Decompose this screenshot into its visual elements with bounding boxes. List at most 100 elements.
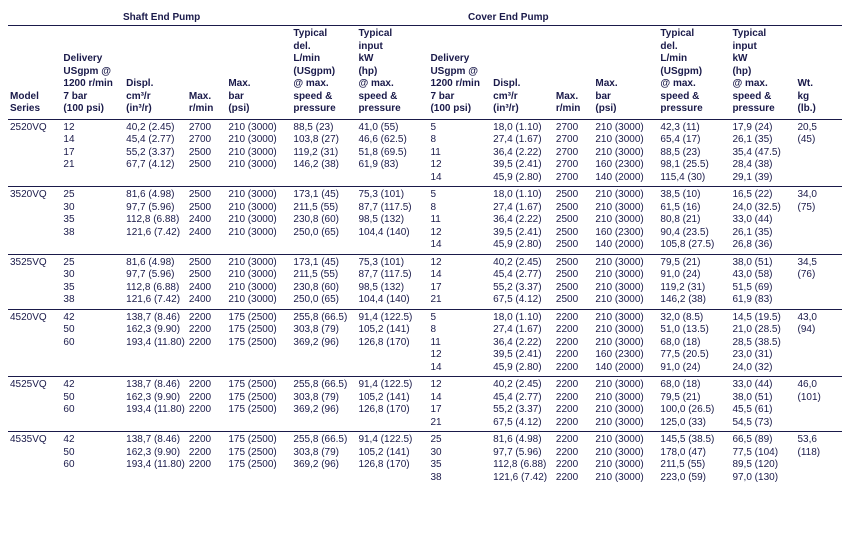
cell-shaft-1: 121,6 (7.42): [124, 294, 187, 309]
cell-shaft-3: 175 (2500): [226, 392, 291, 405]
cell-cover-0: 5: [428, 119, 491, 134]
cell-shaft-3: [226, 417, 291, 432]
pump-spec-table: ModelSeries DeliveryUSgpm @1200 r/min7 b…: [8, 28, 842, 486]
cell-model: 3525VQ: [8, 254, 61, 269]
cell-shaft-0: 25: [61, 187, 124, 202]
cell-shaft-2: [187, 417, 226, 432]
cell-cover-1: 39,5 (2.41): [491, 227, 554, 240]
cell-cover-1: 45,9 (2.80): [491, 362, 554, 377]
cell-shaft-5: 51,8 (69.5): [356, 147, 428, 160]
cell-model: 2520VQ: [8, 119, 61, 134]
cell-cover-0: 8: [428, 324, 491, 337]
cell-shaft-1: [124, 172, 187, 187]
cell-cover-2: 2500: [554, 294, 593, 309]
cell-shaft-5: [356, 362, 428, 377]
table-row: 4520VQ42138,7 (8.46)2200175 (2500)255,8 …: [8, 309, 842, 324]
cell-cover-3: 210 (3000): [593, 309, 658, 324]
cover-end-title: Cover End Pump: [468, 12, 842, 23]
table-row: 38121,6 (7.42)2400210 (3000)250,0 (65)10…: [8, 294, 842, 309]
table-row: 1445,9 (2.80)2200140 (2000)91,0 (24)24,0…: [8, 362, 842, 377]
cell-cover-5: 17,9 (24): [730, 119, 795, 134]
table-row: 60193,4 (11.80)2200175 (2500)369,2 (96)1…: [8, 404, 842, 417]
hdr-displ-s: Displ.cm³/r(in³/r): [124, 28, 187, 119]
cell-wt: [795, 472, 842, 487]
cell-cover-2: 2500: [554, 254, 593, 269]
cell-cover-2: 2200: [554, 392, 593, 405]
cell-model: [8, 269, 61, 282]
cell-shaft-4: 211,5 (55): [291, 202, 356, 215]
cell-model: [8, 349, 61, 362]
table-row: 35112,8 (6.88)2400210 (3000)230,8 (60)98…: [8, 214, 842, 227]
cell-cover-1: 36,4 (2.22): [491, 147, 554, 160]
cell-wt: [795, 362, 842, 377]
cell-shaft-1: 138,7 (8.46): [124, 432, 187, 447]
cell-shaft-3: 210 (3000): [226, 269, 291, 282]
cell-cover-0: 21: [428, 294, 491, 309]
cell-shaft-0: 60: [61, 337, 124, 350]
cell-shaft-1: 193,4 (11.80): [124, 459, 187, 472]
cell-shaft-1: [124, 362, 187, 377]
cell-shaft-2: [187, 472, 226, 487]
cell-model: [8, 214, 61, 227]
cell-cover-4: 68,0 (18): [658, 337, 730, 350]
cell-cover-5: 35,4 (47.5): [730, 147, 795, 160]
cell-cover-2: 2200: [554, 349, 593, 362]
cell-cover-4: 145,5 (38.5): [658, 432, 730, 447]
cell-cover-1: 97,7 (5.96): [491, 447, 554, 460]
cell-cover-5: 26,8 (36): [730, 239, 795, 254]
cell-cover-0: 38: [428, 472, 491, 487]
cell-shaft-3: 210 (3000): [226, 282, 291, 295]
cell-wt: [795, 294, 842, 309]
cell-cover-0: 11: [428, 337, 491, 350]
cell-cover-5: 66,5 (89): [730, 432, 795, 447]
cell-cover-5: 26,1 (35): [730, 134, 795, 147]
cell-cover-4: 100,0 (26.5): [658, 404, 730, 417]
cell-shaft-4: 369,2 (96): [291, 404, 356, 417]
cell-cover-3: 210 (3000): [593, 214, 658, 227]
cell-cover-1: 27,4 (1.67): [491, 134, 554, 147]
cell-cover-1: 121,6 (7.42): [491, 472, 554, 487]
cell-shaft-1: 81,6 (4.98): [124, 187, 187, 202]
cell-shaft-3: 210 (3000): [226, 159, 291, 172]
cell-shaft-0: 17: [61, 147, 124, 160]
hdr-model: ModelSeries: [8, 28, 61, 119]
cell-shaft-5: 104,4 (140): [356, 227, 428, 240]
cell-shaft-3: 210 (3000): [226, 134, 291, 147]
cell-shaft-2: 2400: [187, 282, 226, 295]
cell-wt: [795, 417, 842, 432]
cell-wt: (75): [795, 202, 842, 215]
cell-shaft-2: 2200: [187, 337, 226, 350]
cell-cover-1: 36,4 (2.22): [491, 337, 554, 350]
cell-shaft-2: [187, 362, 226, 377]
cell-shaft-3: 210 (3000): [226, 214, 291, 227]
cell-model: [8, 134, 61, 147]
cell-shaft-5: [356, 349, 428, 362]
cell-cover-0: 14: [428, 239, 491, 254]
cell-shaft-3: 210 (3000): [226, 254, 291, 269]
cell-shaft-2: 2500: [187, 269, 226, 282]
cell-shaft-3: [226, 362, 291, 377]
cell-shaft-0: 38: [61, 294, 124, 309]
cell-shaft-2: 2500: [187, 187, 226, 202]
cell-shaft-4: 303,8 (79): [291, 324, 356, 337]
hdr-del-c: DeliveryUSgpm @1200 r/min7 bar(100 psi): [428, 28, 491, 119]
table-row: 4525VQ42138,7 (8.46)2200175 (2500)255,8 …: [8, 377, 842, 392]
cell-shaft-0: 14: [61, 134, 124, 147]
cell-cover-1: 81,6 (4.98): [491, 432, 554, 447]
cell-cover-5: 26,1 (35): [730, 227, 795, 240]
cell-shaft-1: [124, 239, 187, 254]
cell-cover-5: 43,0 (58): [730, 269, 795, 282]
cell-cover-5: 24,0 (32): [730, 362, 795, 377]
cell-shaft-5: 105,2 (141): [356, 447, 428, 460]
cell-cover-3: 140 (2000): [593, 239, 658, 254]
cell-cover-4: 105,8 (27.5): [658, 239, 730, 254]
hdr-rpm-s: Max.r/min: [187, 28, 226, 119]
cell-wt: 46,0: [795, 377, 842, 392]
cell-shaft-4: 211,5 (55): [291, 269, 356, 282]
hdr-max-c: Max.bar(psi): [593, 28, 658, 119]
hdr-max-s: Max.bar(psi): [226, 28, 291, 119]
cell-cover-0: 12: [428, 227, 491, 240]
table-body: 2520VQ1240,2 (2.45)2700210 (3000)88,5 (2…: [8, 119, 842, 486]
cell-shaft-1: 162,3 (9.90): [124, 392, 187, 405]
cell-cover-1: 67,5 (4.12): [491, 294, 554, 309]
